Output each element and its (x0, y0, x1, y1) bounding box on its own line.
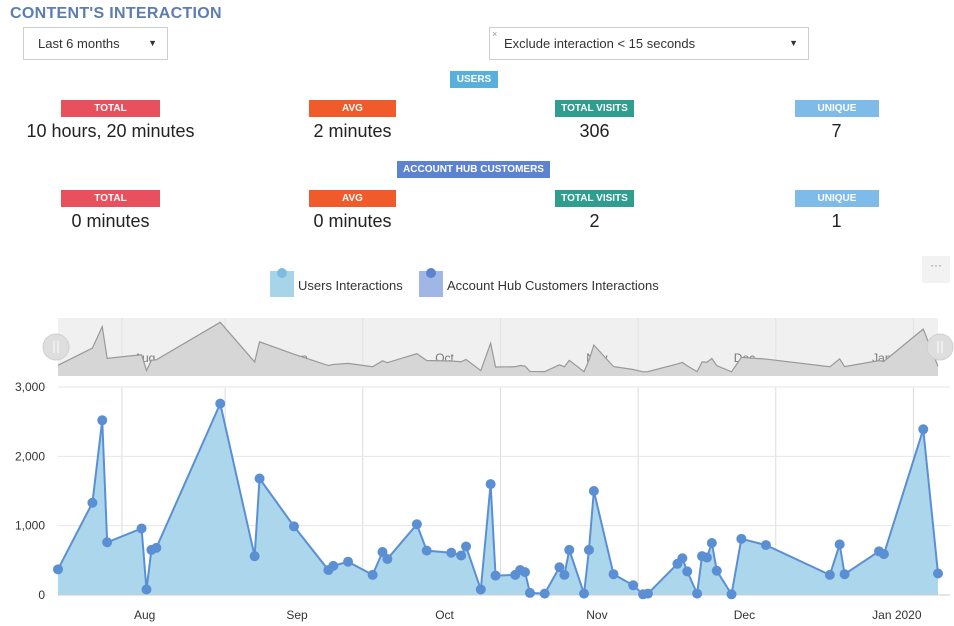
data-point[interactable] (421, 545, 432, 556)
data-point[interactable] (328, 560, 339, 571)
data-point[interactable] (878, 549, 889, 560)
data-point[interactable] (692, 588, 703, 599)
data-point[interactable] (249, 551, 260, 562)
users-avg-duration-value: 2 minutes (313, 121, 392, 141)
users-total-visits-badge: TOTAL VISITS (555, 100, 634, 117)
users-unique-visits-badge: UNIQUE VISITS (795, 100, 879, 131)
data-point[interactable] (554, 562, 565, 573)
data-point[interactable] (367, 569, 378, 580)
data-point[interactable] (382, 553, 393, 564)
hub-total-visits-value: 2 (589, 211, 600, 231)
legend-label-hub: Account Hub Customers Interactions (447, 278, 659, 293)
data-point[interactable] (564, 544, 575, 555)
data-point[interactable] (918, 424, 929, 435)
users-total-visits-value: 306 (579, 121, 610, 141)
hub-total-duration-badge: TOTAL DURATION (61, 190, 160, 221)
data-point[interactable] (343, 556, 354, 567)
data-point[interactable] (136, 523, 147, 534)
users-area (58, 403, 938, 595)
navigator-right-handle[interactable] (926, 333, 954, 361)
data-point[interactable] (579, 588, 590, 599)
hub-unique-visits-value: 1 (831, 211, 842, 231)
hub-total-visits-badge: TOTAL VISITS (555, 190, 634, 207)
data-point[interactable] (254, 473, 265, 484)
x-tick-label: Sep (286, 608, 308, 622)
hub-group-label: ACCOUNT HUB CUSTOMERS (397, 161, 550, 178)
legend-swatch-users (270, 268, 294, 297)
data-point[interactable] (583, 544, 594, 555)
navigator-line (57, 321, 939, 373)
data-point[interactable] (711, 565, 722, 576)
data-point[interactable] (559, 569, 570, 580)
period-select[interactable]: Last 6 months ▼ (23, 27, 168, 60)
data-point[interactable] (411, 519, 422, 530)
data-point[interactable] (608, 569, 619, 580)
data-point[interactable] (377, 547, 388, 558)
navigator-left-handle[interactable] (42, 333, 70, 361)
data-point[interactable] (446, 547, 457, 558)
period-select-value: Last 6 months (38, 36, 120, 51)
data-point[interactable] (628, 580, 639, 591)
data-point[interactable] (520, 567, 531, 578)
x-tick-label: Jan 2020 (872, 608, 922, 622)
users-total-duration-value: 10 hours, 20 minutes (26, 121, 195, 141)
chevron-down-icon: ▼ (789, 38, 798, 48)
data-point[interactable] (642, 588, 653, 599)
data-point[interactable] (475, 584, 486, 595)
interaction-filter-value: Exclude interaction < 15 seconds (504, 36, 696, 51)
data-point[interactable] (677, 553, 688, 564)
data-point[interactable] (461, 541, 472, 552)
data-point[interactable] (53, 564, 63, 575)
data-point[interactable] (539, 588, 550, 599)
data-point[interactable] (97, 415, 108, 426)
page-title: CONTENT'S INTERACTION (10, 5, 222, 22)
data-point[interactable] (102, 537, 113, 548)
x-tick-label: Nov (586, 608, 607, 622)
data-point[interactable] (490, 570, 501, 581)
x-tick-label: Dec (734, 608, 755, 622)
hub-unique-visits-badge: UNIQUE VISITS (795, 190, 879, 221)
data-point[interactable] (736, 533, 747, 544)
chevron-down-icon: ▼ (148, 38, 157, 48)
data-point[interactable] (215, 398, 226, 409)
legend-label-users: Users Interactions (298, 278, 403, 293)
y-tick-label: 2,000 (15, 449, 45, 463)
data-point[interactable] (588, 486, 599, 496)
data-point[interactable] (701, 552, 712, 563)
data-point[interactable] (485, 479, 496, 490)
data-point[interactable] (834, 539, 845, 550)
data-point[interactable] (524, 587, 535, 598)
x-tick-label: Aug (134, 608, 155, 622)
data-point[interactable] (151, 542, 162, 553)
users-avg-duration-badge: AVG DURATION (309, 100, 396, 131)
data-point[interactable] (706, 538, 717, 548)
x-tick-label: Oct (435, 608, 454, 622)
legend-swatch-hub (419, 268, 443, 297)
data-point[interactable] (726, 589, 737, 600)
data-point[interactable] (288, 521, 299, 532)
data-point[interactable] (682, 566, 693, 577)
ellipsis-icon[interactable]: ··· (922, 256, 950, 283)
clear-icon[interactable]: × (492, 29, 498, 39)
data-point[interactable] (824, 569, 835, 580)
users-total-duration-badge: TOTAL DURATION (61, 100, 160, 131)
y-tick-label: 3,000 (15, 380, 45, 394)
data-point[interactable] (760, 540, 771, 551)
hub-avg-duration-value: 0 minutes (313, 211, 392, 231)
hub-total-duration-value: 0 minutes (71, 211, 150, 231)
data-point[interactable] (141, 584, 152, 595)
users-unique-visits-value: 7 (831, 121, 842, 141)
y-tick-label: 0 (38, 588, 45, 602)
data-point[interactable] (87, 497, 98, 508)
data-point[interactable] (933, 568, 943, 579)
data-point[interactable] (456, 550, 467, 561)
y-tick-label: 1,000 (15, 519, 45, 533)
navigator-area (58, 322, 938, 376)
interaction-filter-select[interactable]: × Exclude interaction < 15 seconds ▼ (489, 27, 809, 60)
hub-avg-duration-badge: AVG DURATION (309, 190, 396, 221)
data-point[interactable] (839, 569, 850, 580)
users-group-label: USERS (450, 71, 498, 88)
